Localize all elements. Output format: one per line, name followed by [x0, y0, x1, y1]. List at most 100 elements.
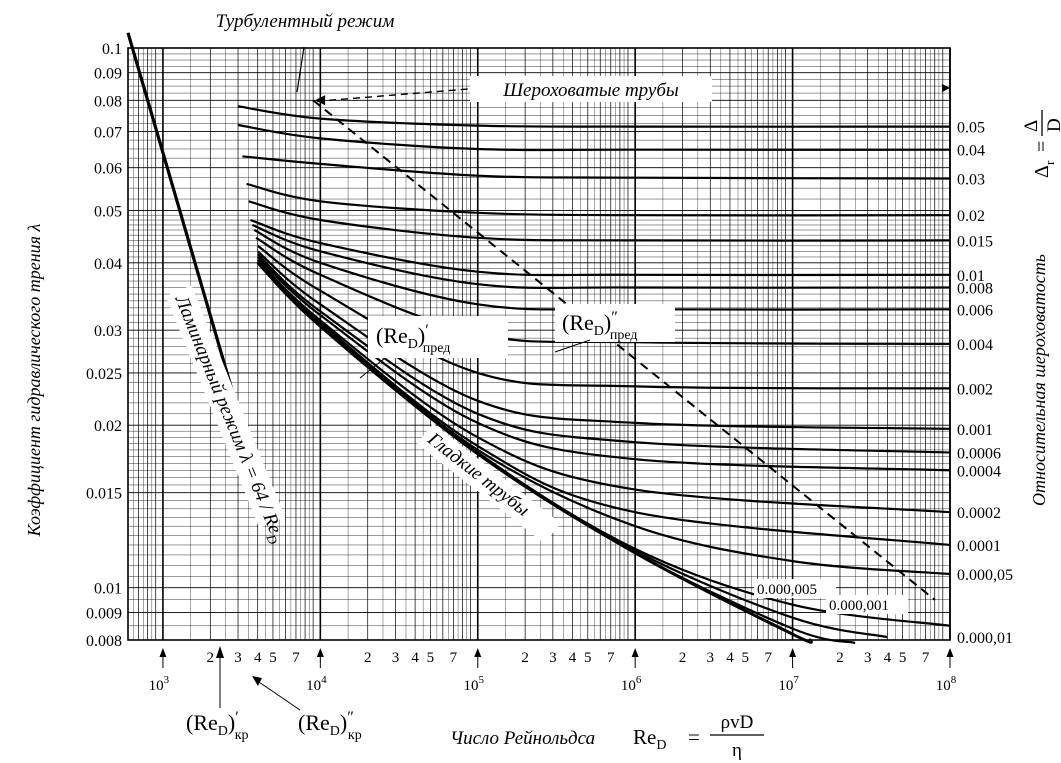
y-tick-label: 0.03 [94, 323, 122, 340]
right-roughness-label: 0.03 [957, 172, 985, 189]
x-axis-title: Число Рейнольдса ReD = ρvD η [450, 712, 764, 761]
x-minor-tick-label: 3 [864, 650, 872, 666]
y-tick-label: 0.015 [86, 486, 122, 503]
friction-curve [256, 262, 951, 547]
re-pred1-sub2: пред [423, 341, 451, 356]
inner-roughness-label: 0.000,005 [757, 582, 817, 598]
x-axis-den: η [732, 740, 742, 761]
re-kr1-sup: ′ [235, 709, 239, 726]
x-decade-exp: 6 [636, 674, 642, 686]
right-roughness-label: 0.015 [957, 233, 993, 250]
re-kr1-sub2: кр [235, 728, 249, 743]
y-tick-label: 0.06 [94, 161, 122, 178]
x-decade-label: 107 [778, 674, 799, 694]
x-decade-label: 103 [149, 674, 170, 694]
x-minor-tick-label: 5 [427, 650, 435, 666]
friction-curve [253, 229, 951, 311]
y-tick-label: 0.008 [86, 633, 122, 650]
x-axis-symbol-main: Re [633, 725, 656, 749]
x-minor-tick-label: 3 [392, 650, 400, 666]
friction-curve [256, 259, 951, 514]
rel-rough-lhs: Δ [1031, 165, 1053, 178]
rough-arrow-line [317, 88, 469, 102]
y-tick-label: 0.009 [86, 605, 122, 622]
x-decade-exp: 8 [951, 674, 957, 686]
re-kr1-close: ) [228, 710, 235, 735]
x-axis-title-symbol: ReD [633, 725, 666, 753]
x-decade-base: 10 [936, 678, 951, 694]
re-pred1-sup: ′ [425, 322, 429, 339]
y-axis-title: Коэффициент гидравлического трения λ [24, 223, 44, 537]
re-pred2-sub2: пред [610, 328, 638, 343]
x-decade-base: 10 [149, 678, 164, 694]
right-roughness-label: 0.004 [957, 337, 993, 354]
friction-curve [257, 244, 951, 390]
x-decade-label: 104 [306, 674, 327, 694]
y-tick-label: 0.025 [86, 366, 122, 383]
title-pointer [296, 46, 305, 93]
x-minor-tick-label: 4 [726, 650, 734, 666]
x-decade-arrowhead [316, 648, 324, 657]
re-kr1-arrowhead [216, 646, 224, 658]
x-minor-tick-label: 5 [584, 650, 592, 666]
re-kr1-label: (ReD)′ кр [186, 709, 249, 743]
right-roughness-label: 0.006 [957, 302, 993, 319]
right-roughness-label: 0.002 [957, 381, 993, 398]
x-decade-base: 10 [464, 678, 479, 694]
right-roughness-label: 0.000,05 [957, 567, 1013, 584]
rel-rough-eq: = [1031, 141, 1053, 152]
friction-curve [252, 223, 951, 290]
smooth-label-bg [416, 423, 561, 544]
y-tick-label: 0.08 [94, 93, 122, 110]
x-minor-tick-label: 7 [764, 650, 772, 666]
x-minor-tick-label: 5 [899, 650, 907, 666]
x-minor-tick-label: 4 [411, 650, 419, 666]
x-decade-base: 10 [306, 678, 321, 694]
x-decade-base: 10 [778, 678, 793, 694]
re-kr2-arrow [255, 679, 301, 711]
re-pred2-sub: D [594, 324, 604, 339]
re-kr1-sub: D [218, 724, 228, 739]
transition-dashed-line [312, 99, 936, 601]
friction-curve [256, 262, 951, 576]
re-pred1-pointer [359, 357, 386, 379]
y-tick-label: 0.01 [94, 581, 122, 598]
right-roughness-label: 0.0001 [957, 538, 1001, 555]
re-pred2-sup: ″ [611, 309, 618, 326]
re-kr2-sub2: кр [348, 728, 362, 743]
re-pred1-label: (ReD)′ пред [376, 322, 450, 356]
x-axis-eq: = [688, 725, 700, 749]
re-kr2-arrowhead [252, 676, 262, 686]
right-roughness-label: 0.000,01 [957, 630, 1013, 647]
y-tick-labels: 0.1 0.09 0.08 0.07 0.06 0.05 0.04 0.03 0.025 0.02… [86, 41, 122, 650]
right-roughness-label: 0.04 [957, 143, 985, 160]
friction-curve [255, 236, 951, 345]
right-roughness-label: 0.05 [957, 120, 985, 137]
re-kr2-label: (ReD)″ кр [298, 709, 362, 743]
right-roughness-label: 0.008 [957, 280, 993, 297]
right-axis-title: Относительная шероховатость [1029, 254, 1049, 506]
x-decade-label: 106 [621, 674, 642, 694]
chart-title: Турбулентный режим [216, 11, 395, 32]
y-tick-label: 0.05 [94, 203, 122, 220]
right-roughness-label: 0.0002 [957, 505, 1001, 522]
re-pred2-label: (ReD)″ пред [562, 309, 638, 343]
x-minor-tick-label: 7 [922, 650, 930, 666]
re-pred2-pointer [554, 339, 591, 353]
x-decade-exp: 7 [793, 674, 799, 686]
x-decade-arrowhead [631, 648, 639, 657]
friction-curve [237, 105, 951, 128]
friction-curve [256, 253, 951, 454]
x-decade-exp: 4 [321, 674, 327, 686]
x-minor-tick-label: 2 [836, 650, 844, 666]
x-minor-tick-label: 2 [679, 650, 687, 666]
re-pred1-main: (Re [376, 323, 408, 348]
laminar-label-bg [165, 285, 286, 528]
x-decade-label: 105 [464, 674, 485, 694]
re-kr2-sup: ″ [347, 709, 354, 726]
y-tick-label: 0.09 [94, 66, 122, 83]
x-axis-symbol-sub: D [656, 738, 666, 753]
x-decade-arrowhead [474, 648, 482, 657]
